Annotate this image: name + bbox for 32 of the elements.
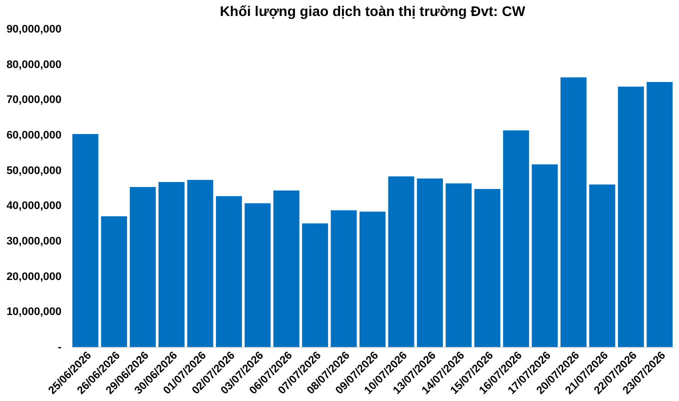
bar [360, 212, 386, 347]
y-tick-label: 50,000,000 [6, 164, 62, 177]
y-tick-label: 20,000,000 [6, 270, 62, 283]
y-tick-label: 70,000,000 [6, 94, 62, 106]
bar [330, 210, 357, 347]
y-tick-label: - [58, 342, 62, 354]
bar [618, 86, 644, 347]
bar [532, 164, 558, 347]
bar [244, 203, 271, 347]
bar [446, 183, 472, 347]
bar [589, 184, 616, 347]
y-tick-label: 90,000,000 [6, 24, 62, 36]
bar [416, 178, 443, 347]
y-tick-label: 80,000,000 [6, 58, 62, 71]
y-tick-label: 30,000,000 [6, 236, 62, 248]
bar [216, 196, 242, 347]
bar [560, 77, 586, 347]
y-tick-label: 40,000,000 [6, 200, 62, 212]
bar [130, 186, 156, 347]
bar [72, 134, 98, 347]
bar [273, 190, 300, 347]
bar [503, 130, 530, 347]
y-tick-label: 10,000,000 [6, 306, 62, 318]
bar [646, 82, 673, 347]
chart-title: Khối lượng giao dịch toàn thị trường Đvt: CW [220, 3, 526, 19]
bar [101, 216, 128, 347]
bar [187, 180, 214, 347]
bar [158, 182, 184, 347]
bar [474, 189, 500, 347]
bar [388, 176, 414, 347]
y-tick-label: 60,000,000 [6, 130, 62, 142]
bar [302, 223, 328, 347]
